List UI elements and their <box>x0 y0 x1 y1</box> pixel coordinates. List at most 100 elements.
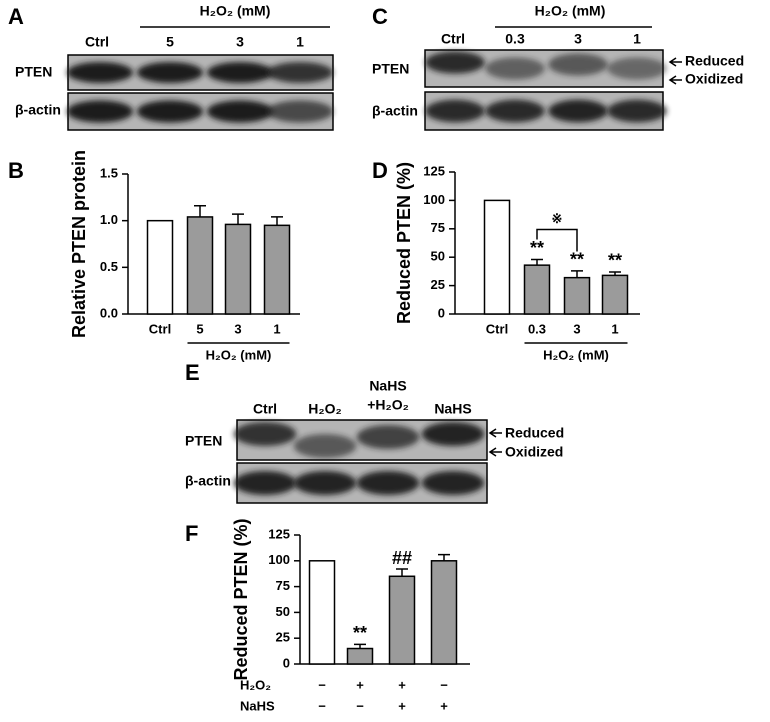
blots: A H₂O₂ (mM) Ctrl 5 3 1 PTEN β-actin C H₂… <box>8 3 744 546</box>
x-tick-label: Ctrl <box>486 321 508 336</box>
y-tick-label: 0.0 <box>100 305 118 320</box>
bar <box>224 223 252 315</box>
y-tick-label: 0 <box>283 655 290 670</box>
bar <box>388 575 416 665</box>
y-tick-label: 75 <box>276 578 290 593</box>
group-label: H₂O₂ (mM) <box>206 347 272 362</box>
y-tick-label: 0.5 <box>100 259 118 274</box>
bar <box>186 216 214 315</box>
bracket-label: ※ <box>552 211 563 226</box>
condition-sign: + <box>356 677 364 692</box>
y-tick-label: 1.5 <box>100 165 118 180</box>
blot-band <box>206 100 274 123</box>
bar <box>263 224 291 315</box>
panel-letter: D <box>372 158 388 183</box>
y-tick-label: 25 <box>276 630 290 645</box>
x-tick-label: 3 <box>573 321 580 336</box>
row-label: PTEN <box>185 433 222 449</box>
x-tick-label: 5 <box>196 321 203 336</box>
x-tick-label: 3 <box>234 321 241 336</box>
blot-band <box>356 425 420 449</box>
band-label: Oxidized <box>505 444 563 460</box>
y-tick-label: 125 <box>423 163 445 178</box>
error-bar <box>438 553 450 561</box>
lane-label: Ctrl <box>253 401 277 417</box>
lane-label: NaHS <box>434 401 471 417</box>
y-tick-label: 50 <box>276 604 290 619</box>
bar <box>601 274 629 315</box>
condition-sign: − <box>440 677 448 692</box>
blot-header: H₂O₂ (mM) <box>200 3 271 19</box>
lane-label: +H₂O₂ <box>367 397 409 413</box>
arrow <box>488 447 502 457</box>
y-tick-label: 100 <box>423 192 445 207</box>
lane-label: 3 <box>236 34 244 50</box>
blot-band <box>293 471 357 495</box>
bracket <box>536 228 578 252</box>
band-label: Reduced <box>505 425 564 441</box>
bar <box>346 647 374 665</box>
blot-band <box>548 53 608 76</box>
lane-label: Ctrl <box>441 31 465 47</box>
condition-name: NaHS <box>240 698 275 713</box>
panel-letter: A <box>8 4 24 29</box>
x-tick-label: Ctrl <box>149 321 171 336</box>
blot-band <box>233 471 297 495</box>
group-label: H₂O₂ (mM) <box>543 347 609 362</box>
blot-band <box>425 99 485 123</box>
blot-band <box>607 99 667 123</box>
panel-letter: B <box>8 158 24 183</box>
lane-label: 1 <box>633 31 641 47</box>
y-tick-label: 0 <box>438 305 445 320</box>
bar <box>308 560 336 665</box>
x-tick-label: 0.3 <box>528 321 546 336</box>
x-tick-label: 1 <box>611 321 618 336</box>
error-bar <box>354 643 366 649</box>
arrow <box>488 428 502 438</box>
blot-band <box>233 422 297 446</box>
error-bar <box>571 270 583 278</box>
row-label: β-actin <box>372 103 418 119</box>
lane-label: NaHS <box>369 378 406 394</box>
bar <box>430 560 458 665</box>
condition-name: H₂O₂ <box>240 677 271 692</box>
blot-band <box>66 100 134 123</box>
blot-band <box>421 471 485 495</box>
blot-band <box>293 434 357 458</box>
y-tick-label: 75 <box>431 220 445 235</box>
significance: ** <box>608 251 622 271</box>
error-bar <box>271 216 283 226</box>
row-label: PTEN <box>372 61 409 77</box>
error-bar <box>396 568 408 577</box>
condition-sign: + <box>440 698 448 713</box>
error-bar <box>531 258 543 266</box>
y-tick-label: 50 <box>431 249 445 264</box>
row-label: β-actin <box>185 473 231 489</box>
blot-band <box>485 99 545 123</box>
panel-letter: E <box>185 360 200 385</box>
y-axis-label: Reduced PTEN (%) <box>231 518 251 680</box>
bar <box>146 219 174 315</box>
blot-band <box>421 422 485 446</box>
blot-band <box>548 99 608 123</box>
blot-band <box>266 62 334 83</box>
bar <box>563 276 591 315</box>
x-tick-label: 1 <box>273 321 280 336</box>
arrow <box>668 75 682 85</box>
blot-band <box>136 100 204 123</box>
y-tick-label: 1.0 <box>100 212 118 227</box>
blot-header: H₂O₂ (mM) <box>535 3 606 19</box>
significance: ** <box>353 623 367 643</box>
significance: ** <box>570 250 584 270</box>
lane-label: 1 <box>296 34 304 50</box>
bar <box>523 264 551 315</box>
blot-band <box>607 57 667 80</box>
condition-sign: + <box>398 677 406 692</box>
row-label: β-actin <box>15 102 61 118</box>
blot-band <box>206 62 274 83</box>
y-tick-label: 100 <box>268 552 290 567</box>
blot-band <box>356 471 420 495</box>
blot-band <box>425 51 485 74</box>
row-label: PTEN <box>15 64 52 80</box>
